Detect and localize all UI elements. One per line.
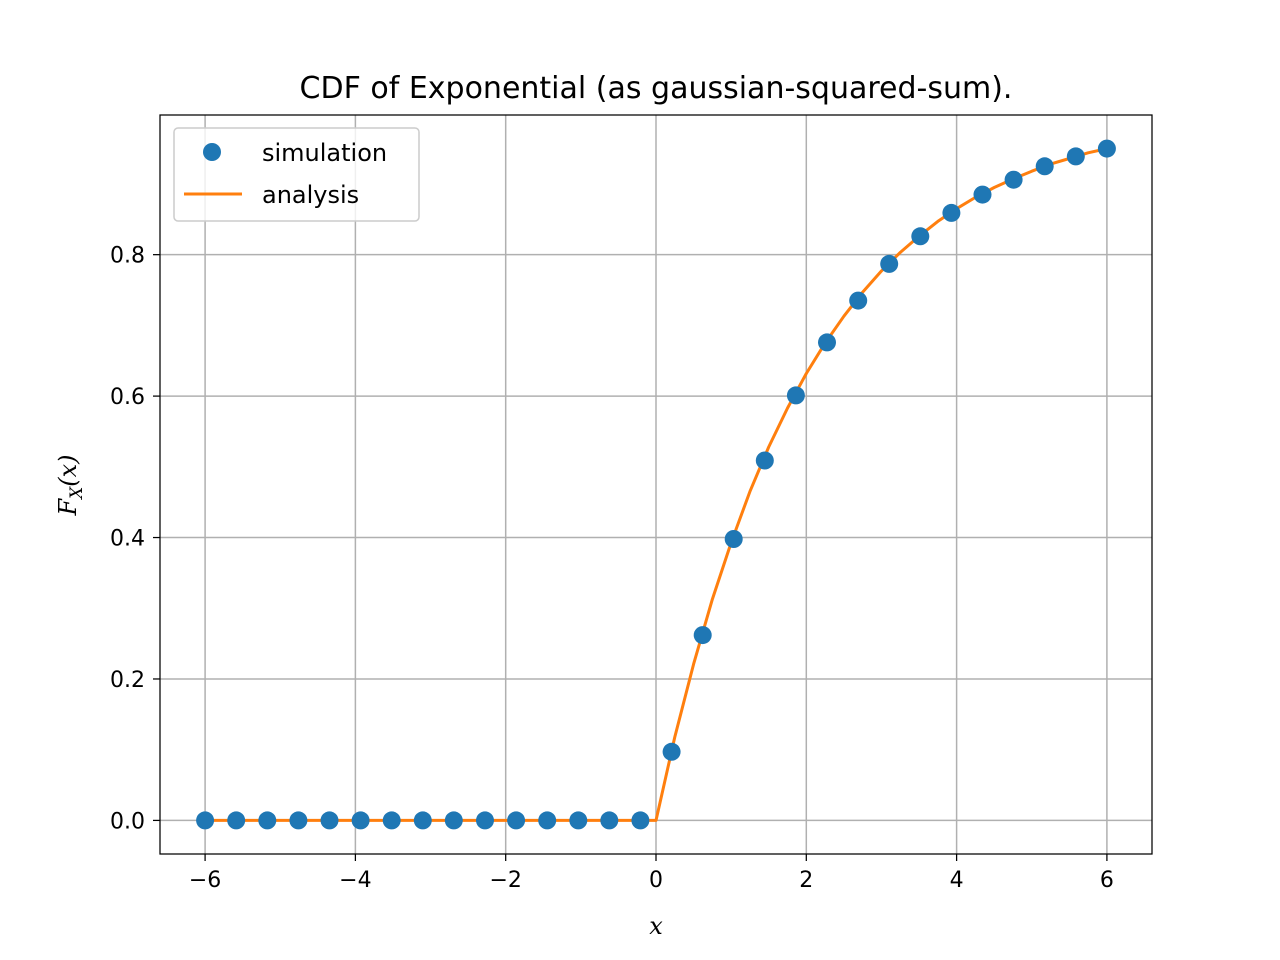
y-tick-label: 0.4: [110, 527, 145, 552]
simulation-point: [227, 811, 246, 830]
x-tick-label: 6: [1100, 868, 1114, 893]
legend-simulation-marker: [203, 143, 221, 161]
simulation-point: [258, 811, 277, 830]
y-tick-label: 0.6: [110, 385, 145, 410]
simulation-point: [444, 811, 463, 830]
x-tick-label: 2: [799, 868, 813, 893]
simulation-point: [600, 811, 619, 830]
simulation-point: [973, 185, 992, 204]
x-tick-label: −4: [339, 868, 371, 893]
legend-analysis-label: analysis: [262, 181, 359, 209]
simulation-point: [693, 626, 712, 645]
y-axis-label-rest: (x): [54, 454, 82, 486]
simulation-point: [507, 811, 526, 830]
chart-title: CDF of Exponential (as gaussian-squared-…: [300, 71, 1013, 106]
simulation-point: [569, 811, 588, 830]
simulation-point: [849, 291, 868, 310]
y-axis-label-subscript: X: [67, 486, 87, 501]
simulation-point: [1035, 157, 1054, 176]
simulation-point: [320, 811, 339, 830]
analysis-line: [203, 147, 1109, 822]
x-tick-label: −2: [489, 868, 521, 893]
simulation-point: [942, 203, 961, 222]
x-axis-label: x: [649, 912, 663, 940]
simulation-point: [538, 811, 557, 830]
simulation-point: [476, 811, 494, 830]
simulation-point: [351, 811, 370, 830]
simulation-point: [1097, 139, 1116, 158]
simulation-point: [911, 227, 930, 246]
simulation-point: [880, 254, 899, 273]
legend: simulation analysis: [173, 127, 420, 222]
y-axis-label: FX(x): [54, 454, 87, 516]
simulation-point: [755, 451, 774, 470]
ticks: −6 −4 −2 0 2 4 6 0.0 0.2 0.4 0.6 0.8: [110, 244, 1114, 893]
simulation-point: [196, 811, 215, 830]
x-tick-label: −6: [189, 868, 221, 893]
simulation-point: [662, 742, 681, 761]
y-tick-label: 0.2: [110, 668, 145, 693]
y-tick-label: 0.0: [110, 809, 145, 834]
simulation-point: [1066, 147, 1085, 166]
simulation-point: [631, 811, 650, 830]
svg-text:FX(x): FX(x): [54, 454, 87, 516]
legend-simulation-label: simulation: [262, 139, 387, 167]
x-tick-label: 4: [950, 868, 964, 893]
series-layer: [196, 139, 1116, 830]
y-tick-label: 0.8: [110, 244, 145, 269]
legend-box: [173, 127, 420, 222]
x-tick-label: 0: [649, 868, 663, 893]
simulation-point: [724, 530, 743, 548]
simulation-point: [289, 811, 308, 830]
simulation-point: [413, 811, 432, 830]
simulation-point: [1004, 170, 1023, 189]
simulation-point: [818, 333, 836, 352]
simulation-point: [382, 811, 401, 830]
y-axis-label-main: F: [54, 498, 82, 517]
simulation-point: [786, 386, 805, 405]
